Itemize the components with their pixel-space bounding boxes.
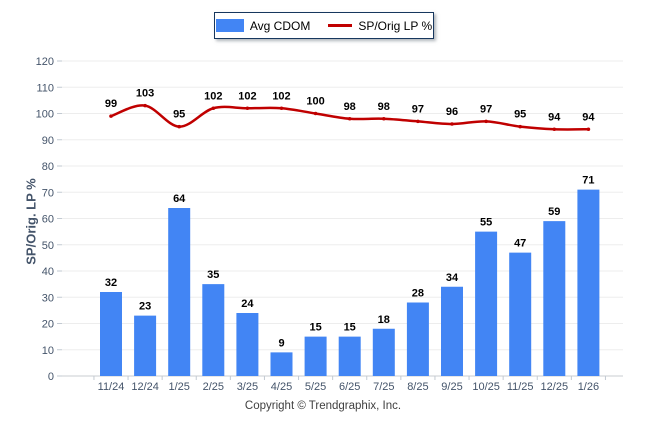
x-tick-label: 7/25 xyxy=(373,381,394,393)
legend-label-sp-orig-lp: SP/Orig LP % xyxy=(358,18,433,33)
bar-value-label: 23 xyxy=(139,301,151,313)
line-value-label: 100 xyxy=(306,96,324,108)
y-tick-label: 50 xyxy=(42,240,54,252)
chart-legend: Avg CDOM SP/Orig LP % xyxy=(214,12,434,39)
line-point xyxy=(177,124,181,129)
x-tick-label: 4/25 xyxy=(271,381,292,393)
bar-value-label: 71 xyxy=(582,175,594,187)
line-point xyxy=(484,119,488,124)
bar-value-label: 47 xyxy=(514,238,526,250)
bar xyxy=(475,231,498,376)
bar xyxy=(134,315,157,376)
line-value-label: 102 xyxy=(238,90,256,102)
line-point xyxy=(552,127,557,132)
x-tick-label: 11/25 xyxy=(507,381,534,393)
legend-label-avg-cdom: Avg CDOM xyxy=(249,18,311,33)
bar xyxy=(372,328,395,376)
bar-series-swatch-icon xyxy=(215,19,244,32)
legend-item-sp-orig-lp: SP/Orig LP % xyxy=(328,19,432,33)
x-tick-label: 1/25 xyxy=(168,381,189,393)
y-tick-label: 110 xyxy=(36,82,54,94)
bar-value-label: 59 xyxy=(548,206,560,218)
y-tick-label: 70 xyxy=(42,187,54,199)
bar-value-label: 34 xyxy=(446,272,459,284)
line-point xyxy=(382,116,386,121)
x-tick-label: 9/25 xyxy=(441,381,462,393)
line-value-label: 102 xyxy=(204,90,222,102)
line-value-label: 94 xyxy=(582,111,595,123)
y-tick-label: 60 xyxy=(42,214,54,226)
line-series-swatch-icon xyxy=(328,24,353,27)
bar-value-label: 55 xyxy=(480,217,492,229)
line-point xyxy=(518,124,522,129)
line-point xyxy=(211,106,216,111)
line-value-label: 95 xyxy=(514,109,526,121)
bar-value-label: 15 xyxy=(309,322,321,334)
x-tick-label: 6/25 xyxy=(339,381,360,393)
y-tick-label: 10 xyxy=(42,345,54,357)
bar xyxy=(509,252,532,376)
x-tick-label: 1/26 xyxy=(578,381,599,393)
line-point xyxy=(586,127,591,132)
line-value-label: 95 xyxy=(173,109,185,121)
bar xyxy=(577,189,600,376)
y-tick-label: 120 xyxy=(36,56,54,68)
x-tick-label: 2/25 xyxy=(203,381,224,393)
line-value-label: 97 xyxy=(480,103,492,115)
line-point xyxy=(109,114,113,118)
y-tick-label: 40 xyxy=(42,266,54,278)
bar-value-label: 9 xyxy=(278,337,284,349)
bar xyxy=(270,352,293,376)
legend-item-avg-cdom: Avg CDOM xyxy=(215,18,311,33)
line-value-label: 96 xyxy=(446,106,458,118)
y-tick-label: 20 xyxy=(42,319,54,331)
bar xyxy=(168,208,191,376)
y-tick-label: 100 xyxy=(36,109,54,121)
bar xyxy=(202,284,225,376)
x-tick-label: 11/24 xyxy=(98,381,125,393)
line-value-label: 99 xyxy=(105,98,117,110)
x-tick-label: 8/25 xyxy=(407,381,428,393)
bar-value-label: 32 xyxy=(105,277,117,289)
x-tick-label: 12/25 xyxy=(541,381,569,393)
line-point xyxy=(450,122,454,126)
y-tick-label: 80 xyxy=(42,161,54,173)
bar-value-label: 18 xyxy=(378,314,390,326)
bar-value-label: 24 xyxy=(241,298,254,310)
line-value-label: 102 xyxy=(272,90,290,102)
bar xyxy=(100,292,122,376)
y-tick-label: 30 xyxy=(42,292,54,304)
line-value-label: 103 xyxy=(136,88,154,100)
line-point xyxy=(347,116,352,121)
bar xyxy=(304,336,327,376)
bar-value-label: 64 xyxy=(173,193,186,205)
line-value-label: 98 xyxy=(378,101,390,113)
bar-value-label: 35 xyxy=(207,269,219,281)
line-value-label: 97 xyxy=(412,103,424,115)
x-tick-label: 12/24 xyxy=(131,381,159,393)
line-value-label: 94 xyxy=(548,111,561,123)
line-point xyxy=(279,106,284,111)
bar xyxy=(441,286,463,376)
bar xyxy=(338,336,361,376)
copyright-footer: Copyright © Trendgraphix, Inc. xyxy=(244,400,402,412)
bar xyxy=(543,221,566,376)
line-point xyxy=(313,111,318,116)
bar xyxy=(406,302,429,376)
line-point xyxy=(416,119,420,124)
bar-value-label: 15 xyxy=(344,322,356,334)
bar-value-label: 28 xyxy=(412,288,424,300)
x-tick-label: 10/25 xyxy=(472,381,500,393)
line-value-label: 98 xyxy=(344,101,356,113)
bar xyxy=(236,313,259,376)
y-tick-label: 0 xyxy=(48,371,54,383)
y-tick-label: 90 xyxy=(42,135,54,147)
line-point xyxy=(143,103,147,108)
line-point xyxy=(245,106,250,111)
x-tick-label: 5/25 xyxy=(305,381,326,393)
x-tick-label: 3/25 xyxy=(237,381,258,393)
